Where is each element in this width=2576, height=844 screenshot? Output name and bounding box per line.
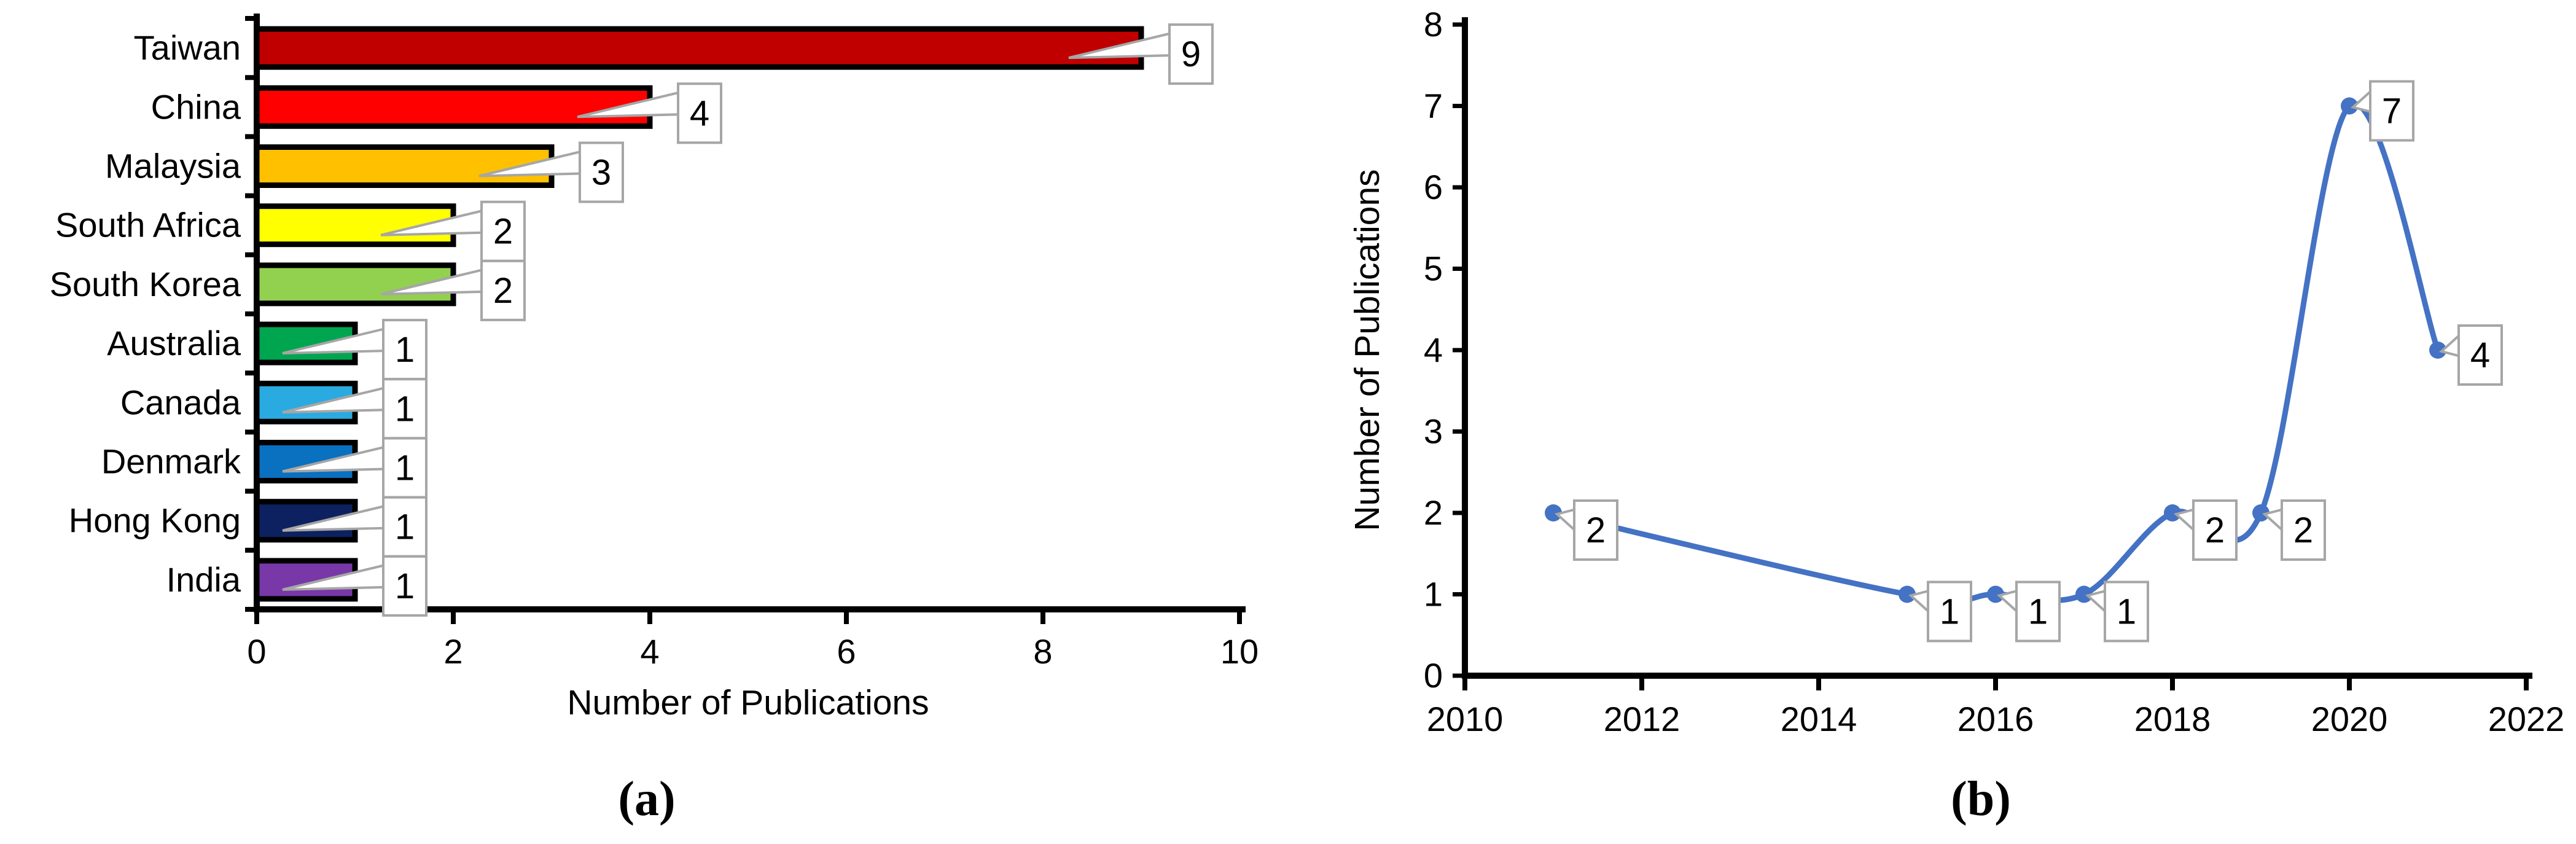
x-tick-label-2016: 2016 [1957, 700, 2034, 738]
callout-value-denmark: 1 [395, 448, 415, 488]
category-label-taiwan: Taiwan [134, 28, 241, 67]
data-point-2021 [2429, 342, 2446, 359]
line-chart-group: 0 1 2 3 4 5 6 7 8 2010 2012 2014 2016 2018 2020 2022 Num… [1348, 5, 2564, 738]
callout-value-2019: 2 [2293, 510, 2313, 550]
x-tick-label-2: 2 [443, 632, 463, 671]
x-tick-label-2018: 2018 [2134, 700, 2211, 738]
y-tick-label-5: 5 [1424, 249, 1443, 288]
bar-chart-svg: 0 2 4 6 8 10 Number of Publications Taiwan China… [50, 14, 1259, 722]
x-tick-label-2012: 2012 [1604, 700, 1680, 738]
x-tick-label-0: 0 [247, 632, 266, 671]
x-tick-label-2020: 2020 [2311, 700, 2388, 738]
callout-value-malaysia: 3 [591, 153, 611, 193]
y-tick-label-1: 1 [1424, 575, 1443, 614]
x-tick-label-2014: 2014 [1781, 700, 1857, 738]
callout-value-india: 1 [395, 566, 415, 606]
callout-box-australia [382, 319, 427, 381]
callout-value-2015: 1 [1940, 592, 1959, 632]
callout-box-2016 [2015, 580, 2061, 643]
callout-value-canada: 1 [395, 389, 415, 429]
callout-value-south-africa: 2 [493, 212, 513, 252]
y-tick-label-3: 3 [1424, 412, 1443, 451]
callout-box-2017 [2104, 580, 2149, 643]
y-tick-label-0: 0 [1424, 656, 1443, 695]
x-tick-label-2022: 2022 [2488, 700, 2565, 738]
bar-malaysia [254, 144, 555, 188]
callout-box-2021 [2457, 324, 2503, 386]
category-label-south-korea: South Korea [50, 265, 241, 303]
callout-value-australia: 1 [395, 330, 415, 370]
callout-box-malaysia [579, 141, 624, 203]
callout-value-2020: 7 [2382, 92, 2402, 131]
callout-box-2015 [1927, 580, 1972, 643]
bar-taiwan [254, 26, 1144, 70]
callout-box-2020 [2369, 80, 2414, 142]
category-label-india: India [166, 560, 241, 599]
x-tick-label-6: 6 [837, 632, 856, 671]
callout-value-2021: 4 [2470, 335, 2490, 375]
panel-b-tag: (b) [1951, 772, 2011, 826]
callout-box-2011 [1573, 499, 1618, 561]
x-tick-label-10: 10 [1220, 632, 1259, 671]
callout-box-taiwan [1168, 23, 1214, 85]
callout-box-china [677, 82, 722, 144]
x-axis-title: Number of Publications [567, 683, 929, 722]
category-label-australia: Australia [107, 324, 241, 362]
y-tick-label-8: 8 [1424, 5, 1443, 44]
callout-box-canada [382, 378, 427, 440]
y-tick-label-6: 6 [1424, 168, 1443, 206]
data-point-2011 [1545, 504, 1562, 522]
callout-value-china: 4 [690, 93, 709, 133]
data-point-2018 [2164, 504, 2181, 522]
category-label-malaysia: Malaysia [105, 147, 241, 186]
callout-value-2011: 2 [1586, 510, 1606, 550]
x-tick-label-2010: 2010 [1427, 700, 1504, 738]
data-point-2019 [2252, 504, 2270, 522]
callout-box-hong-kong [382, 496, 427, 558]
category-label-china: China [151, 87, 241, 126]
category-label-hong-kong: Hong Kong [69, 501, 241, 540]
y-tick-label-4: 4 [1424, 330, 1443, 369]
panel-a-tag: (a) [618, 772, 676, 826]
line-chart-svg: 0 1 2 3 4 5 6 7 8 2010 2012 2014 2016 2018 2020 2022 Num… [1348, 5, 2564, 738]
callout-box-denmark [382, 437, 427, 499]
category-label-south-africa: South Africa [55, 206, 241, 244]
data-point-2017 [2075, 585, 2093, 603]
callout-value-hong-kong: 1 [395, 507, 415, 547]
callout-value-2017: 1 [2117, 592, 2136, 632]
bar-south-korea [254, 262, 456, 307]
y-axis-title: Number of Publications [1348, 169, 1387, 531]
panel-a-bar-chart: 0 2 4 6 8 10 Number of Publications Taiwan China… [50, 14, 1259, 722]
data-point-2016 [1987, 585, 2004, 603]
data-point-2015 [1899, 585, 1916, 603]
y-tick-label-2: 2 [1424, 493, 1443, 532]
callout-value-taiwan: 9 [1181, 34, 1201, 74]
callout-box-south-africa [480, 200, 526, 262]
panel-b-line-chart: 0 1 2 3 4 5 6 7 8 2010 2012 2014 2016 2018 2020 2022 Num… [1290, 0, 2576, 844]
bar-china [254, 85, 653, 129]
callout-box-2019 [2281, 499, 2326, 561]
callout-value-2016: 1 [2028, 592, 2048, 632]
callout-value-south-korea: 2 [493, 271, 513, 311]
data-point-2020 [2341, 97, 2358, 115]
callout-box-south-korea [480, 259, 526, 321]
category-label-canada: Canada [120, 383, 241, 421]
callout-box-india [382, 555, 427, 617]
callout-box-2018 [2192, 499, 2238, 561]
x-tick-label-8: 8 [1033, 632, 1052, 671]
category-label-denmark: Denmark [101, 442, 241, 481]
bar-chart-group: 0 2 4 6 8 10 Number of Publications Taiwan China… [50, 14, 1259, 722]
x-tick-label-4: 4 [640, 632, 659, 671]
y-tick-label-7: 7 [1424, 87, 1443, 125]
callout-value-2018: 2 [2205, 510, 2225, 550]
